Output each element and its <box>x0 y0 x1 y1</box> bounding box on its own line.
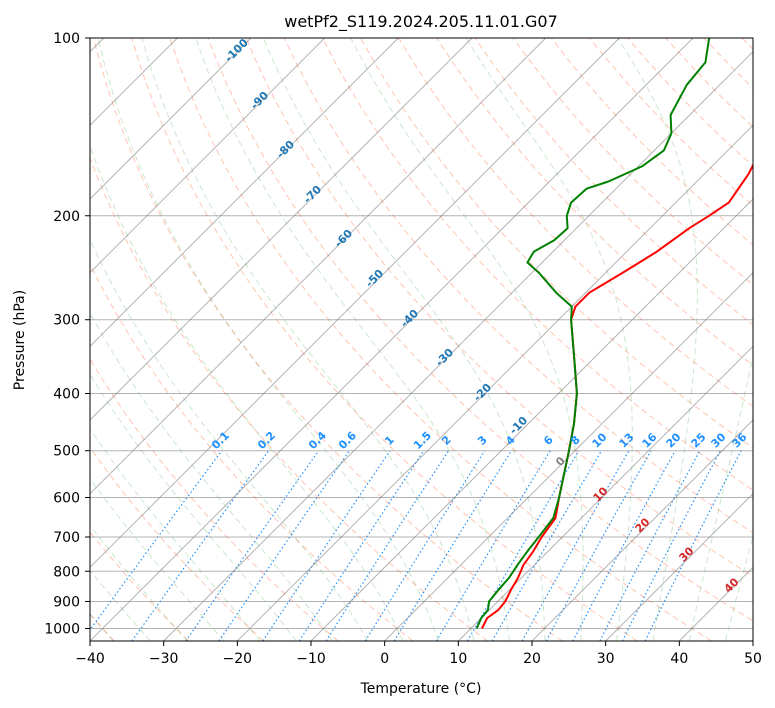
x-axis: −40 −30 −20 −10 0 10 20 30 40 50 <box>75 641 762 667</box>
mixing-ratio-line <box>644 450 742 641</box>
y-tick-label: 500 <box>53 444 80 460</box>
mixing-ratio-line <box>393 450 512 641</box>
dry-adiabat <box>245 38 753 578</box>
moist-adiabat <box>725 534 753 641</box>
isobars <box>90 38 753 629</box>
y-tick-label: 300 <box>53 313 80 329</box>
chart-title: wetPf2_S119.2024.205.11.01.G07 <box>284 12 558 32</box>
x-tick-label: 20 <box>523 651 541 667</box>
isotherm <box>90 38 547 495</box>
moist-adiabat <box>97 38 439 641</box>
x-tick-label: −30 <box>149 651 179 667</box>
moist-adiabat <box>90 144 404 641</box>
moist-adiabat <box>90 524 188 641</box>
isotherm <box>605 492 753 641</box>
x-tick-label: −40 <box>75 651 105 667</box>
isotherm <box>236 124 753 641</box>
moist-adiabat <box>90 477 225 641</box>
mixing-ratio-line <box>262 450 391 641</box>
y-axis-title: Pressure (hPa) <box>12 290 28 390</box>
x-tick-label: 30 <box>597 651 615 667</box>
dry-adiabat <box>169 38 712 641</box>
series-lines <box>475 38 753 629</box>
mixing-ratio-line <box>621 450 721 641</box>
moist-adiabat <box>90 373 297 641</box>
isotherm <box>90 38 473 421</box>
dry-adiabat <box>283 38 753 534</box>
x-tick-label: −10 <box>296 651 326 667</box>
mixing-ratio-line <box>325 450 450 641</box>
x-axis-title: Temperature (°C) <box>360 681 482 697</box>
isotherm <box>384 271 753 641</box>
mixing-ratio-line <box>218 450 350 641</box>
moist-adiabats <box>90 38 775 641</box>
moist-adiabat <box>350 38 584 641</box>
moist-adiabat <box>141 38 475 641</box>
isotherm <box>457 345 753 641</box>
dry-adiabat <box>474 38 753 326</box>
isotherm <box>90 38 399 348</box>
moist-adiabat <box>90 569 151 641</box>
plot-area <box>90 38 753 641</box>
moist-adiabat <box>688 353 753 641</box>
mixing-ratio-line <box>545 450 652 641</box>
dry-adiabat <box>93 38 563 641</box>
y-tick-label: 900 <box>53 594 80 610</box>
mixing-ratio-line <box>521 450 630 641</box>
mixing-ratio-line <box>90 450 223 631</box>
moist-adiabat <box>262 38 546 641</box>
moist-adiabat <box>90 238 369 641</box>
moist-adiabat <box>195 38 510 641</box>
isotherm <box>310 198 753 641</box>
y-tick-label: 700 <box>53 530 80 546</box>
dry-adiabat <box>90 358 339 641</box>
isotherm <box>90 38 252 200</box>
dry-adiabat <box>321 38 753 491</box>
isotherm <box>90 38 694 641</box>
dry-adiabats <box>90 38 753 641</box>
dry-adiabat <box>131 38 638 641</box>
isotherms <box>90 38 753 641</box>
plot-background <box>90 38 753 641</box>
y-tick-label: 100 <box>53 31 80 47</box>
y-tick-label: 800 <box>53 564 80 580</box>
dry-adiabat <box>512 38 753 286</box>
moist-adiabat <box>90 427 261 641</box>
isotherm <box>531 419 753 641</box>
isotherm <box>90 38 620 569</box>
y-axis: 100 200 300 400 500 600 700 800 900 1000 <box>44 31 90 637</box>
x-tick-label: 0 <box>380 651 389 667</box>
series-line <box>475 38 711 629</box>
isotherm <box>163 50 753 641</box>
dry-adiabat <box>90 446 264 641</box>
y-tick-label: 1000 <box>44 621 80 637</box>
y-tick-label: 400 <box>53 387 80 403</box>
mixing-ratio-line <box>298 450 425 641</box>
moist-adiabat <box>90 311 333 641</box>
moist-adiabat <box>617 38 698 641</box>
dry-adiabat <box>207 38 753 622</box>
y-tick-label: 600 <box>53 490 80 506</box>
moist-adiabat <box>762 38 775 641</box>
x-tick-label: 50 <box>744 651 762 667</box>
x-tick-label: −20 <box>223 651 253 667</box>
x-tick-label: 10 <box>449 651 467 667</box>
plot-frame <box>89 37 754 642</box>
isotherm <box>90 38 326 274</box>
x-tick-label: 40 <box>670 651 688 667</box>
y-tick-label: 200 <box>53 209 80 225</box>
isotherm <box>752 640 753 641</box>
dry-adiabat <box>90 263 414 641</box>
mixing-ratio-line <box>185 450 320 641</box>
mixing-ratio-line <box>364 450 486 641</box>
